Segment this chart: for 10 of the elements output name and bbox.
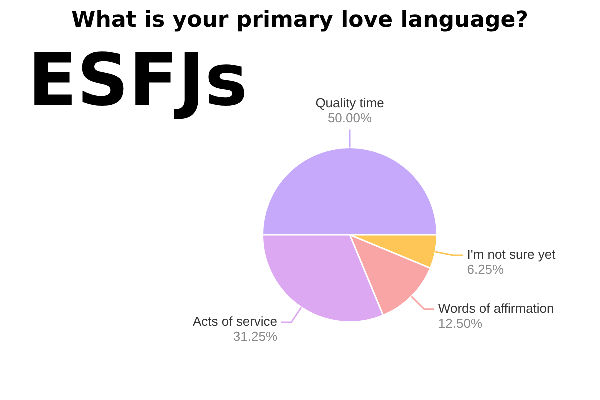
data-label: 31.25% [233,329,278,344]
slice-label: Quality time [316,95,384,110]
slice-label: I'm not sure yet [467,247,556,262]
chart-subtitle: ESFJs [28,38,248,122]
data-label: 6.25% [467,262,505,278]
data-label: 12.50% [438,316,483,331]
slice-label: Acts of service [192,314,278,330]
chart-title: What is your primary love language? [70,8,530,33]
slice-label: Words of affirmation [438,301,554,316]
data-label: 50.00% [328,110,372,126]
